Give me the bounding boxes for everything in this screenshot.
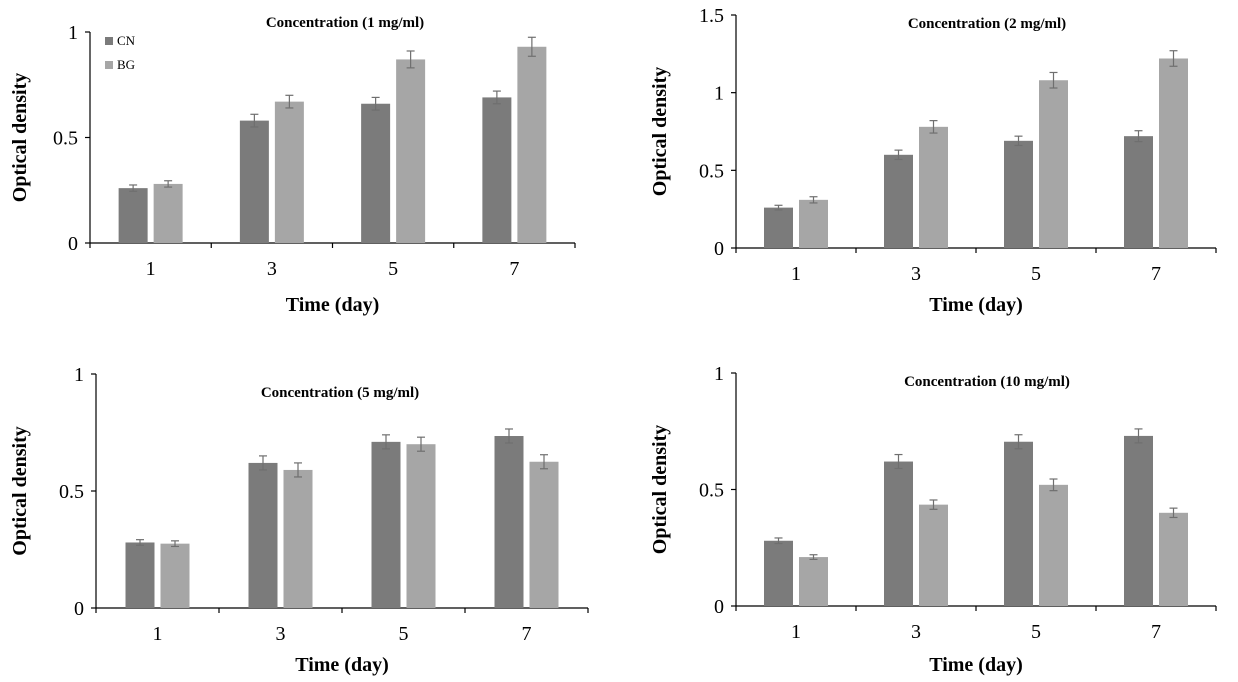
y-axis-label: Optical density <box>649 425 671 554</box>
x-tick-label: 5 <box>399 623 409 645</box>
x-tick-label: 1 <box>146 258 156 280</box>
bar-bg <box>283 469 313 608</box>
y-tick-label: 0 <box>714 596 724 618</box>
bar-cn <box>118 188 148 243</box>
bar-bg <box>1159 512 1188 606</box>
legend: CN BG <box>105 33 136 72</box>
x-axis-label: Time (day) <box>929 654 1023 676</box>
x-tick-label: 1 <box>153 623 163 645</box>
bar-cn <box>494 436 524 608</box>
x-axis-label: Time (day) <box>929 294 1023 316</box>
bar-bg <box>1039 80 1068 249</box>
chart-panel-10mg: 0 0.5 1 1 3 5 7 Concentration (10 mg/ml) Time (d… <box>649 363 1217 676</box>
bar-cn <box>884 461 913 606</box>
bar-bg <box>919 504 948 606</box>
y-tick-label: 0 <box>74 598 84 620</box>
y-tick-label: 0 <box>68 233 78 255</box>
x-tick-label: 7 <box>509 258 519 280</box>
bar-cn <box>1004 140 1033 248</box>
y-tick-label: 1 <box>714 363 724 385</box>
bar-cn <box>764 540 793 606</box>
x-tick-label: 1 <box>791 621 801 643</box>
bar-bg <box>799 199 828 248</box>
y-tick-label: 0.5 <box>53 128 78 150</box>
y-tick-label: 1.5 <box>699 5 724 27</box>
bar-bg <box>1159 58 1188 248</box>
y-tick-label: 1 <box>68 22 78 44</box>
bar-bg <box>799 557 828 606</box>
chart-title: Concentration (10 mg/ml) <box>904 374 1070 390</box>
x-tick-label: 3 <box>911 621 921 643</box>
bar-bg <box>160 543 190 608</box>
x-tick-label: 7 <box>522 623 532 645</box>
x-tick-label: 3 <box>267 258 277 280</box>
x-tick-label: 1 <box>791 263 801 285</box>
x-tick-label: 5 <box>1031 263 1041 285</box>
bar-bg <box>406 444 436 608</box>
y-axis-label: Optical density <box>649 67 671 196</box>
x-tick-label: 7 <box>1151 263 1161 285</box>
bar-cn <box>1124 136 1153 248</box>
legend-swatch-bg <box>105 61 113 69</box>
y-tick-label: 0.5 <box>699 160 724 182</box>
y-tick-label: 0 <box>714 238 724 260</box>
bar-cn <box>361 103 391 244</box>
x-axis-label: Time (day) <box>286 294 380 316</box>
bar-bg <box>919 126 948 248</box>
bar-cn <box>884 154 913 248</box>
bar-bg <box>529 461 559 608</box>
bar-bg <box>1039 484 1068 606</box>
chart-panel-5mg: 0 0.5 1 1 3 5 7 Concentration (5 mg/ml) Time (da… <box>9 364 589 676</box>
bar-bg <box>153 183 183 243</box>
bar-bg <box>396 59 426 244</box>
chart-title: Concentration (2 mg/ml) <box>908 16 1066 32</box>
y-axis-label: Optical density <box>9 426 31 555</box>
bar-cn <box>764 207 793 248</box>
bar-cn <box>248 462 278 608</box>
legend-label: BG <box>117 57 135 72</box>
bar-cn <box>125 542 155 608</box>
legend-label: CN <box>117 33 136 48</box>
chart-panel-2mg: 0 0.5 1 1.5 1 3 5 7 Concentration (2 mg/ml) Time … <box>649 5 1217 316</box>
x-axis-label: Time (day) <box>295 654 389 676</box>
y-tick-label: 0.5 <box>699 480 724 502</box>
bar-bg <box>517 46 547 243</box>
x-tick-label: 5 <box>1031 621 1041 643</box>
y-tick-label: 0.5 <box>59 481 84 503</box>
chart-title: Concentration (1 mg/ml) <box>266 15 424 31</box>
x-tick-label: 5 <box>388 258 398 280</box>
chart-title: Concentration (5 mg/ml) <box>261 385 419 401</box>
bar-cn <box>1004 441 1033 606</box>
bar-cn <box>239 120 269 243</box>
chart-panel-1mg: 0 0.5 1 1 3 5 7 Concentration (1 mg/ml) Time (da… <box>9 15 576 316</box>
x-tick-label: 7 <box>1151 621 1161 643</box>
y-tick-label: 1 <box>714 83 724 105</box>
y-axis-label: Optical density <box>9 73 31 202</box>
y-tick-label: 1 <box>74 364 84 386</box>
x-tick-label: 3 <box>911 263 921 285</box>
legend-swatch-cn <box>105 37 113 45</box>
bar-cn <box>1124 435 1153 606</box>
bar-cn <box>371 441 401 608</box>
bar-cn <box>482 97 512 243</box>
bar-bg <box>274 101 304 243</box>
x-tick-label: 3 <box>276 623 286 645</box>
